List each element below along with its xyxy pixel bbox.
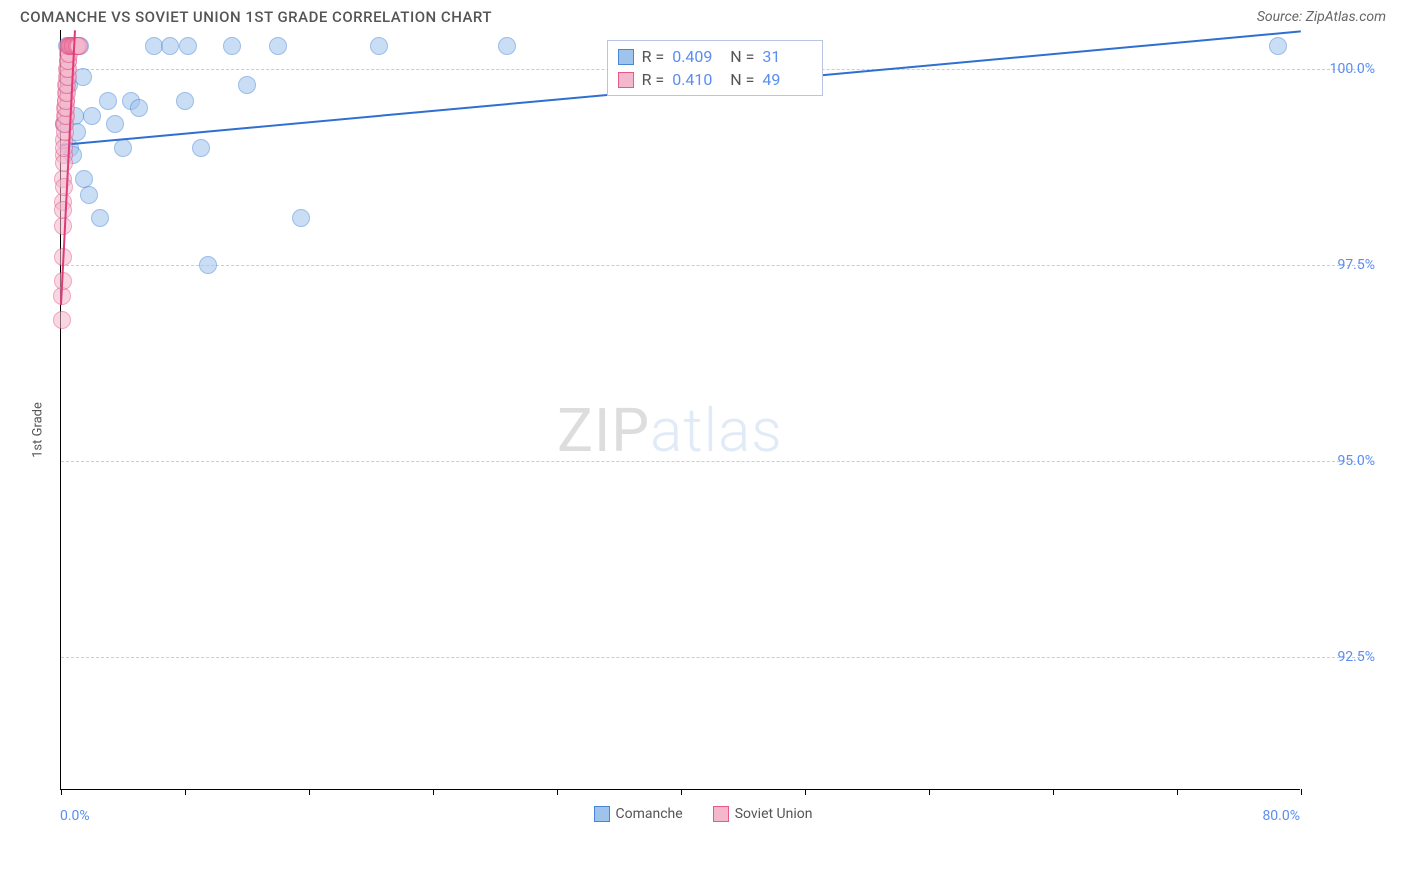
data-point [106, 115, 124, 133]
data-point [199, 256, 217, 274]
data-point [370, 37, 388, 55]
stats-box: R = 0.409 N = 31 R = 0.410 N = 49 [607, 40, 824, 96]
data-point [55, 139, 73, 157]
x-tick [805, 789, 806, 795]
x-tick [1053, 789, 1054, 795]
data-point [179, 37, 197, 55]
data-point [54, 217, 72, 235]
chart-area: 1st Grade 100.0% 97.5% 95.0% 92.5% ZIPatlas R… [20, 30, 1386, 830]
y-tick-label: 100.0% [1330, 61, 1375, 77]
plot-region: 100.0%97.5%95.0%92.5%ZIPatlasR =0.409N =… [60, 30, 1300, 790]
data-point [83, 107, 101, 125]
data-point [55, 178, 73, 196]
data-point [53, 311, 71, 329]
x-tick [433, 789, 434, 795]
x-tick [681, 789, 682, 795]
n-value: 31 [762, 47, 812, 66]
chart-title: COMANCHE VS SOVIET UNION 1ST GRADE CORRE… [20, 8, 492, 26]
x-tick [929, 789, 930, 795]
data-point [80, 186, 98, 204]
data-point [238, 76, 256, 94]
data-point [176, 92, 194, 110]
r-label: R = [642, 70, 665, 89]
data-point [1269, 37, 1287, 55]
x-tick [185, 789, 186, 795]
legend-item: Comanche [594, 806, 683, 822]
stats-row: R = 0.409 N = 31 [618, 45, 813, 68]
data-point [292, 209, 310, 227]
data-point [161, 37, 179, 55]
r-value: 0.410 [672, 70, 722, 89]
r-label: R = [642, 47, 665, 66]
data-point [91, 209, 109, 227]
data-point [99, 92, 117, 110]
legend: Comanche Soviet Union [20, 806, 1386, 822]
x-tick [1301, 789, 1302, 795]
data-point [223, 37, 241, 55]
data-point [130, 99, 148, 117]
chart-source: Source: ZipAtlas.com [1257, 9, 1386, 25]
n-value: 49 [762, 70, 812, 89]
data-point [55, 154, 73, 172]
x-tick [1177, 789, 1178, 795]
data-point [114, 139, 132, 157]
y-tick-label: 92.5% [1337, 649, 1375, 665]
watermark: ZIPatlas [557, 395, 783, 466]
data-point [54, 201, 72, 219]
legend-swatch [594, 806, 610, 822]
legend-label: Comanche [616, 806, 683, 822]
gridline [61, 265, 1360, 266]
chart-header: COMANCHE VS SOVIET UNION 1ST GRADE CORRE… [0, 0, 1406, 30]
gridline [61, 461, 1360, 462]
legend-item: Soviet Union [713, 806, 813, 822]
series-swatch [618, 49, 634, 65]
data-point [269, 37, 287, 55]
x-tick [557, 789, 558, 795]
x-tick [61, 789, 62, 795]
x-tick [309, 789, 310, 795]
n-label: N = [730, 70, 754, 89]
gridline [61, 657, 1360, 658]
data-point [192, 139, 210, 157]
legend-label: Soviet Union [735, 806, 813, 822]
data-point [498, 37, 516, 55]
n-label: N = [730, 47, 754, 66]
legend-swatch [713, 806, 729, 822]
y-axis-label: 1st Grade [30, 402, 45, 458]
series-swatch [618, 72, 634, 88]
r-value: 0.409 [672, 47, 722, 66]
y-tick-label: 97.5% [1337, 257, 1375, 273]
y-tick-label: 95.0% [1337, 453, 1375, 469]
stats-row: R = 0.410 N = 49 [618, 68, 813, 91]
